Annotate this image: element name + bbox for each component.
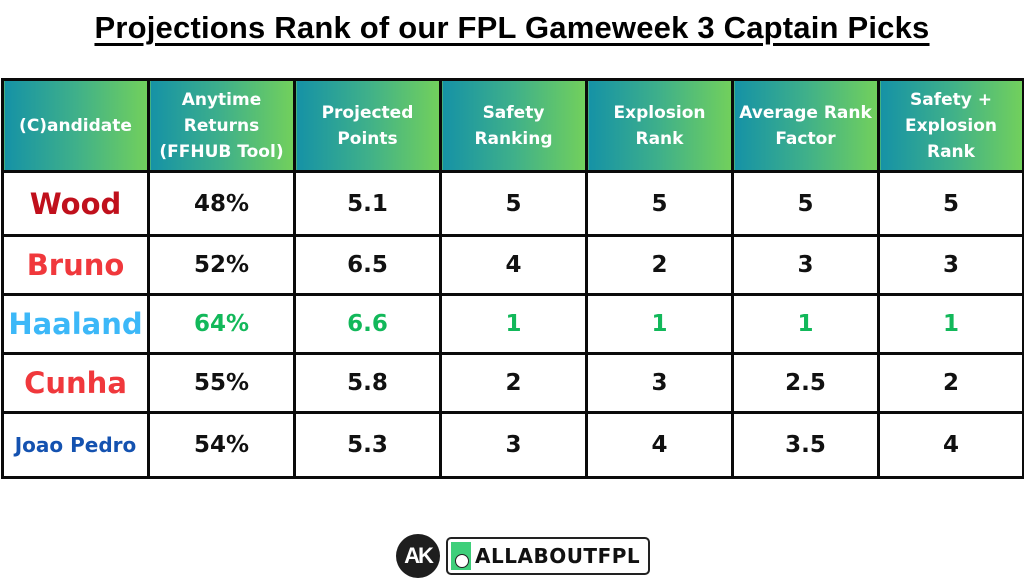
page-title: Projections Rank of our FPL Gameweek 3 C… xyxy=(0,10,1024,46)
ak-logo-text: AK xyxy=(404,543,434,568)
average-rank-factor-cell: 5 xyxy=(731,170,880,237)
captain-picks-table: (C)andidate Anytime Returns (FFHUB Tool)… xyxy=(1,78,1024,479)
anytime-returns-cell: 52% xyxy=(147,234,296,296)
header-safety-explosion-rank-label: Safety + Explosion Rank xyxy=(905,89,997,162)
header-candidate: (C)andidate xyxy=(1,78,150,173)
table-row: Bruno 52% 6.5 4 2 3 3 xyxy=(1,234,1024,296)
anytime-returns-cell: 54% xyxy=(147,411,296,479)
projected-points-cell: 5.1 xyxy=(293,170,442,237)
average-rank-factor-cell: 3.5 xyxy=(731,411,880,479)
safety-ranking-cell: 5 xyxy=(439,170,588,237)
table-row: Joao Pedro 54% 5.3 3 4 3.5 4 xyxy=(1,411,1024,479)
safety-ranking-cell: 4 xyxy=(439,234,588,296)
football-boot-icon xyxy=(451,542,471,570)
header-anytime-returns: Anytime Returns (FFHUB Tool) xyxy=(147,78,296,173)
safety-explosion-rank-cell: 3 xyxy=(877,234,1024,296)
header-explosion-rank-label: Explosion Rank xyxy=(613,102,706,149)
allaboutfpl-logo: ALLABOUTFPL xyxy=(446,537,651,575)
projected-points-cell: 6.5 xyxy=(293,234,442,296)
explosion-rank-cell: 2 xyxy=(585,234,734,296)
header-projected-points: Projected Points xyxy=(293,78,442,173)
safety-ranking-cell: 3 xyxy=(439,411,588,479)
header-explosion-rank: Explosion Rank xyxy=(585,78,734,173)
header-anytime-returns-label: Anytime Returns (FFHUB Tool) xyxy=(159,89,284,162)
header-safety-ranking-label: Safety Ranking xyxy=(474,102,553,149)
projected-points-cell: 5.3 xyxy=(293,411,442,479)
ak-logo-icon: AK xyxy=(396,534,440,578)
table-row-highlighted: Haaland 64% 6.6 1 1 1 1 xyxy=(1,293,1024,355)
average-rank-factor-cell: 2.5 xyxy=(731,352,880,414)
safety-ranking-cell: 2 xyxy=(439,352,588,414)
header-average-rank-factor: Average Rank Factor xyxy=(731,78,880,173)
explosion-rank-cell: 3 xyxy=(585,352,734,414)
safety-ranking-cell: 1 xyxy=(439,293,588,355)
header-projected-points-label: Projected Points xyxy=(321,102,414,149)
candidate-name: Cunha xyxy=(1,352,150,414)
header-safety-explosion-rank: Safety + Explosion Rank xyxy=(877,78,1024,173)
projected-points-cell: 6.6 xyxy=(293,293,442,355)
footer-logos: AK ALLABOUTFPL xyxy=(396,534,651,578)
average-rank-factor-cell: 3 xyxy=(731,234,880,296)
safety-explosion-rank-cell: 1 xyxy=(877,293,1024,355)
header-safety-ranking: Safety Ranking xyxy=(439,78,588,173)
brand-text: ALLABOUTFPL xyxy=(475,544,641,568)
table-row: Wood 48% 5.1 5 5 5 5 xyxy=(1,170,1024,237)
candidate-name: Haaland xyxy=(1,293,150,355)
anytime-returns-cell: 48% xyxy=(147,170,296,237)
safety-explosion-rank-cell: 5 xyxy=(877,170,1024,237)
candidate-name: Wood xyxy=(1,170,150,237)
title-text: Projections Rank of our FPL Gameweek 3 C… xyxy=(94,10,930,45)
header-average-rank-factor-label: Average Rank Factor xyxy=(739,102,872,149)
table-row: Cunha 55% 5.8 2 3 2.5 2 xyxy=(1,352,1024,414)
explosion-rank-cell: 1 xyxy=(585,293,734,355)
explosion-rank-cell: 5 xyxy=(585,170,734,237)
safety-explosion-rank-cell: 2 xyxy=(877,352,1024,414)
candidate-name: Bruno xyxy=(1,234,150,296)
header-row: (C)andidate Anytime Returns (FFHUB Tool)… xyxy=(1,78,1024,173)
anytime-returns-cell: 55% xyxy=(147,352,296,414)
safety-explosion-rank-cell: 4 xyxy=(877,411,1024,479)
candidate-name: Joao Pedro xyxy=(1,411,150,479)
projected-points-cell: 5.8 xyxy=(293,352,442,414)
anytime-returns-cell: 64% xyxy=(147,293,296,355)
average-rank-factor-cell: 1 xyxy=(731,293,880,355)
explosion-rank-cell: 4 xyxy=(585,411,734,479)
